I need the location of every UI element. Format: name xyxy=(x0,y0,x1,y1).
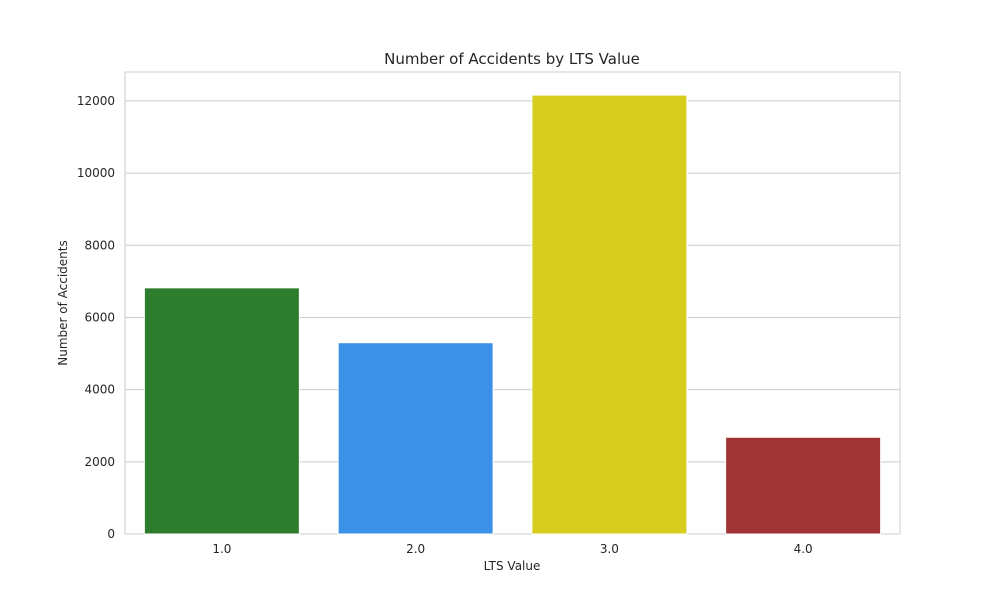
bar-1.0 xyxy=(143,287,300,535)
x-tick-label: 4.0 xyxy=(794,542,813,556)
bar-3.0 xyxy=(531,94,688,535)
y-tick-label: 8000 xyxy=(84,238,115,252)
chart-title: Number of Accidents by LTS Value xyxy=(384,50,640,68)
y-tick-label: 10000 xyxy=(77,166,115,180)
x-tick-label: 1.0 xyxy=(212,542,231,556)
y-tick-label: 12000 xyxy=(77,94,115,108)
bar-2.0 xyxy=(337,342,494,535)
y-tick-label: 6000 xyxy=(84,310,115,324)
y-tick-labels: 0 2000 4000 6000 8000 10000 12000 xyxy=(77,94,115,541)
x-axis-label: LTS Value xyxy=(484,559,541,573)
x-tick-labels: 1.0 2.0 3.0 4.0 xyxy=(212,542,812,556)
x-tick-label: 3.0 xyxy=(600,542,619,556)
y-axis-label: Number of Accidents xyxy=(56,240,70,366)
x-tick-label: 2.0 xyxy=(406,542,425,556)
y-tick-label: 0 xyxy=(107,527,115,541)
y-tick-label: 2000 xyxy=(84,455,115,469)
bar-4.0 xyxy=(725,436,882,535)
y-tick-label: 4000 xyxy=(84,383,115,397)
bars xyxy=(143,94,882,535)
